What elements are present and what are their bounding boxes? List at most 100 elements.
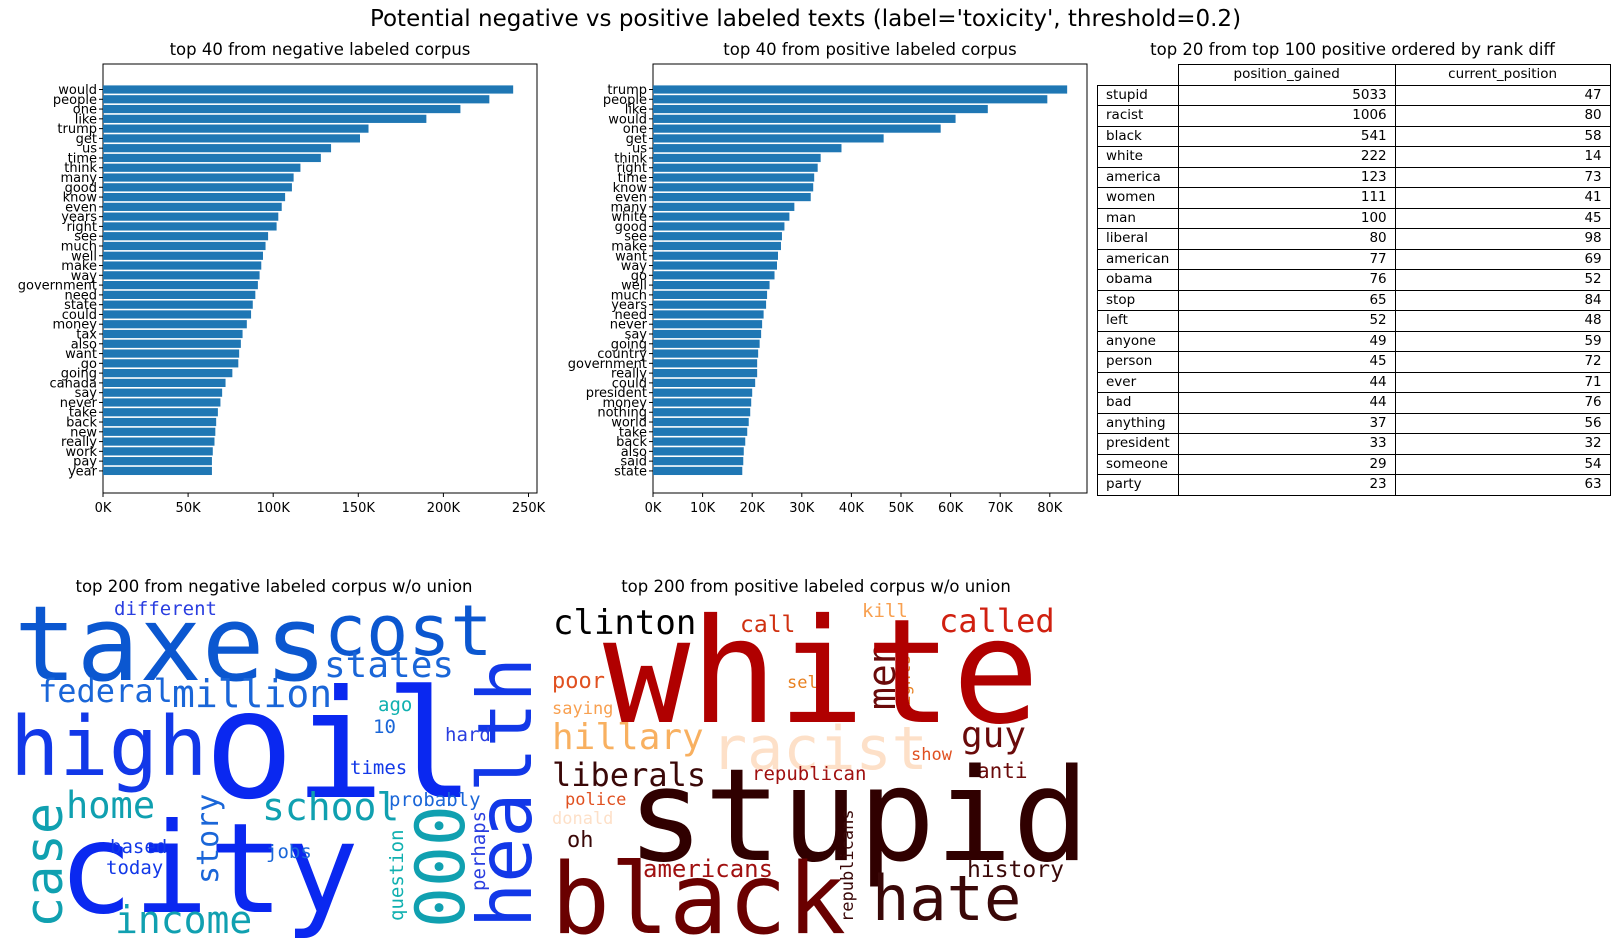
category-label-negative: see — [74, 230, 97, 245]
bar-negative — [103, 437, 215, 446]
table-cell-word: man — [1097, 207, 1179, 229]
table-cell-word: america — [1097, 166, 1179, 188]
figure-title: Potential negative vs positive labeled t… — [369, 6, 1242, 32]
cloud-word: call — [740, 612, 795, 638]
bar-positive — [653, 271, 775, 280]
table-cell-word: white — [1097, 146, 1179, 168]
category-label-negative: take — [69, 406, 97, 421]
bar-negative — [103, 251, 263, 260]
xtick-label-positive: 70K — [988, 501, 1014, 516]
bar-negative — [103, 183, 292, 192]
category-label-negative: work — [66, 445, 98, 460]
bar-positive — [653, 349, 759, 358]
category-label-positive: know — [613, 181, 648, 196]
cloud-word: black — [551, 843, 846, 938]
category-label-positive: said — [620, 455, 647, 470]
category-label-positive: way — [621, 259, 648, 274]
category-label-negative: really — [61, 435, 97, 450]
bar-negative — [103, 329, 243, 339]
cloud-word: story — [191, 794, 226, 884]
category-label-negative: go — [81, 357, 97, 372]
table-row: american 77 69 — [1097, 248, 1611, 270]
category-label-negative: year — [68, 464, 98, 479]
bar-negative — [103, 192, 286, 202]
bar-negative — [103, 144, 332, 153]
category-label-positive: want — [615, 249, 647, 264]
bar-negative — [103, 339, 241, 348]
bar-positive — [653, 232, 782, 241]
table-row: america 123 73 — [1097, 166, 1611, 188]
xtick-label-negative: 250K — [512, 501, 546, 516]
table-row: white 222 14 — [1097, 146, 1611, 168]
bar-positive — [653, 281, 770, 290]
table-header-row: position_gained current_position — [1097, 64, 1611, 86]
cloud-word: anti — [977, 759, 1028, 783]
xtick-label-positive: 60K — [938, 501, 964, 516]
category-label-negative: us — [82, 142, 97, 157]
category-label-positive: going — [611, 337, 647, 352]
table-cell-word: black — [1097, 125, 1179, 147]
category-label-negative: many — [60, 171, 97, 186]
bar-positive — [653, 183, 814, 192]
cloud-word: case — [15, 803, 75, 928]
bar-positive — [653, 320, 763, 329]
bar-positive — [653, 134, 884, 143]
category-label-positive: think — [614, 151, 647, 166]
bar-negative — [103, 124, 369, 133]
category-label-positive: good — [615, 220, 647, 235]
cloud-word: based — [110, 836, 167, 858]
bar-positive — [653, 290, 768, 299]
cloud-word: 000 — [402, 805, 481, 928]
category-label-negative: money — [52, 318, 97, 333]
bar-negative — [103, 232, 269, 241]
xtick-label-negative: 150K — [342, 501, 376, 516]
category-label-negative: say — [75, 386, 98, 401]
bar-negative — [103, 369, 233, 378]
cloud-word: jobs — [266, 841, 312, 863]
cloud-word: clinton — [553, 603, 696, 643]
bar-positive — [653, 359, 758, 368]
category-label-positive: like — [625, 103, 647, 118]
category-label-negative: make — [61, 259, 97, 274]
bar-positive — [653, 163, 818, 172]
bar-positive — [653, 114, 956, 123]
bar-positive — [653, 104, 988, 114]
bar-negative — [103, 134, 360, 143]
category-label-positive: make — [611, 239, 647, 254]
table-row: left 52 48 — [1097, 310, 1611, 332]
bar-negative — [103, 417, 217, 427]
bar-positive — [653, 329, 762, 339]
table-row: stupid 5033 47 — [1097, 84, 1611, 106]
bar-positive — [653, 251, 778, 260]
bar-negative — [103, 408, 218, 417]
cloud-word: school — [262, 785, 399, 829]
bar-positive — [653, 398, 752, 407]
category-label-negative: people — [53, 93, 97, 108]
table-cell-current-position: 71 — [1394, 371, 1611, 393]
table-cell-current-position: 63 — [1394, 474, 1611, 496]
category-label-positive: state — [614, 464, 647, 479]
cloud-word: states — [324, 645, 454, 686]
bar-positive — [653, 466, 743, 476]
bar-negative — [103, 281, 258, 290]
table-row: black 541 58 — [1097, 125, 1611, 147]
cloud-word: oh — [567, 828, 594, 853]
cloud-word: home — [66, 784, 155, 827]
bar-positive — [653, 417, 749, 427]
cloud-word: republican — [752, 763, 866, 785]
category-label-negative: get — [76, 132, 97, 147]
category-label-positive: money — [602, 396, 647, 411]
bar-positive — [653, 447, 744, 456]
cloud-word: cost — [324, 590, 493, 672]
cloud-word: republicans — [838, 809, 858, 922]
table-cell-position-gained: 541 — [1177, 125, 1396, 147]
cloud-word: racist — [711, 714, 928, 784]
wordcloud-title-negative: top 200 from negative labeled corpus w/o… — [75, 577, 473, 596]
table-row: racist 1006 80 — [1097, 105, 1611, 127]
bar-negative — [103, 173, 294, 182]
xtick-label-positive: 80K — [1037, 501, 1063, 516]
cloud-word: saying — [552, 699, 613, 719]
xtick-label-negative: 0K — [95, 501, 112, 516]
bar-negative — [103, 447, 213, 456]
bar-positive — [653, 202, 795, 211]
